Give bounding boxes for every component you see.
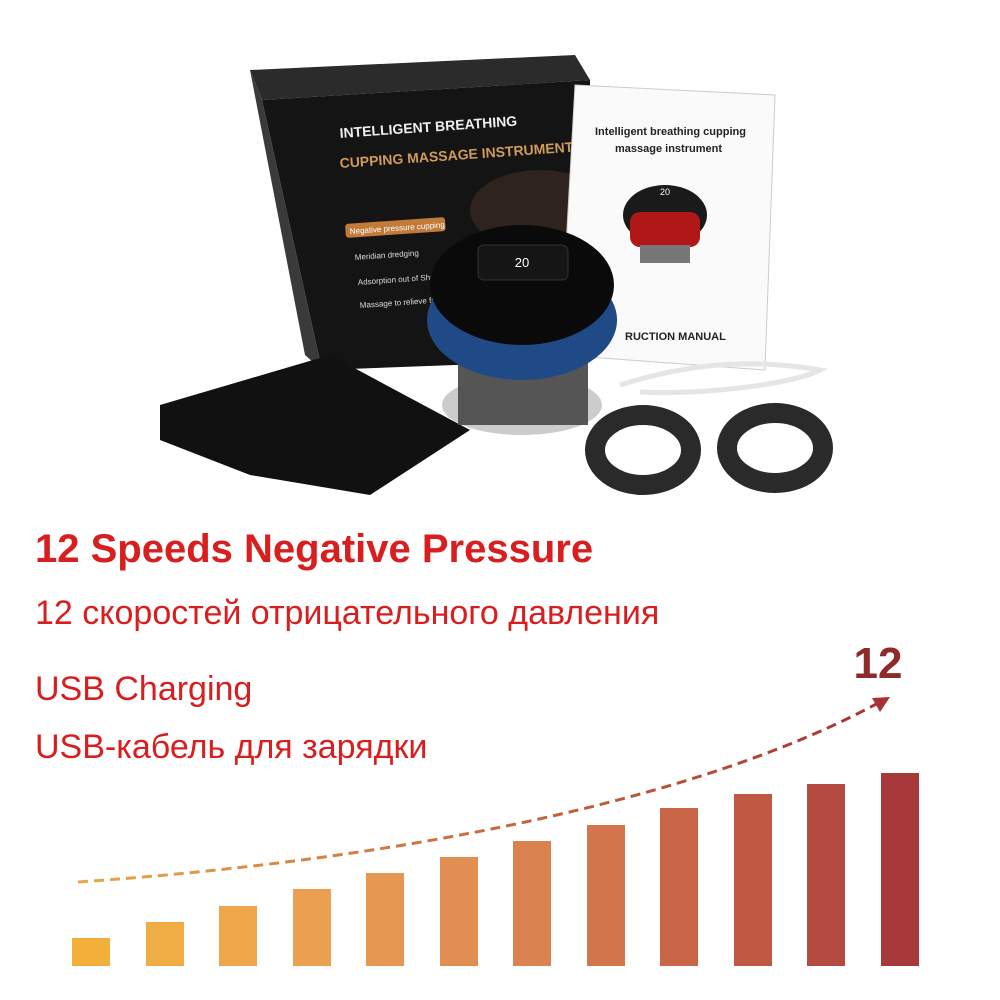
trend-arrow <box>77 700 881 884</box>
arrow-head <box>872 697 890 712</box>
manual: Intelligent breathing cupping massage in… <box>559 84 776 371</box>
headline: USB-кабель для зарядки <box>35 728 427 766</box>
sponge-ring <box>585 405 701 495</box>
manual-title: massage instrument <box>615 143 722 155</box>
cloth <box>160 355 470 495</box>
device: 20 <box>427 225 617 435</box>
manual-title: Intelligent breathing cupping <box>595 126 746 138</box>
manual-display: 20 <box>660 187 670 197</box>
headline: 12 скоростей отрицательного давления <box>35 594 659 632</box>
headline: USB Charging <box>35 670 252 708</box>
usb-cable <box>619 361 829 396</box>
sponge-ring <box>717 403 833 493</box>
box-feature: Meridian dredging <box>355 249 420 262</box>
device-display: 20 <box>515 255 529 270</box>
speed-label: 12 <box>854 639 903 688</box>
manual-footer: RUCTION MANUAL <box>625 331 726 343</box>
headline: 12 Speeds Negative Pressure <box>35 527 593 571</box>
speed-bars <box>72 773 919 966</box>
